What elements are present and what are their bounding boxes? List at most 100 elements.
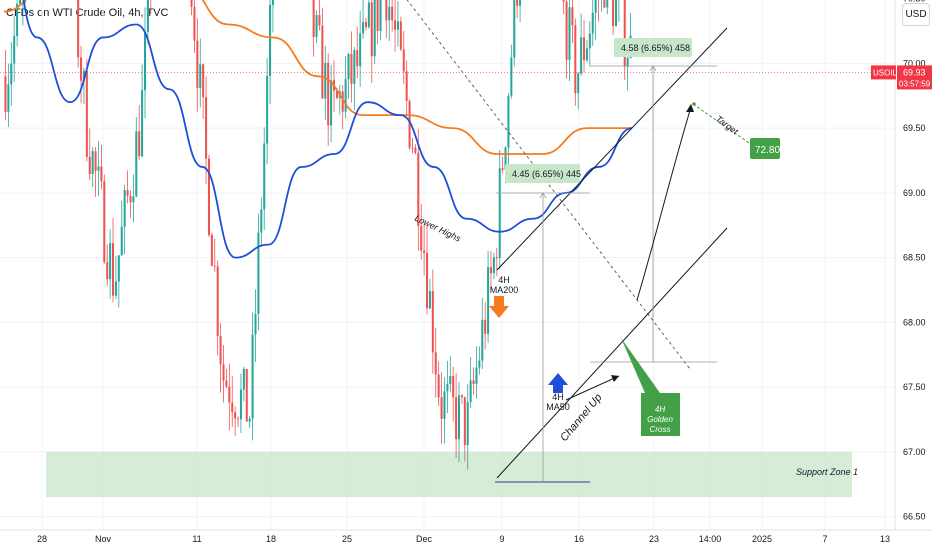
candle-up bbox=[91, 151, 94, 175]
measure-1-label: 4.45 (6.65%) 445 bbox=[512, 169, 581, 179]
candle-up bbox=[132, 196, 135, 203]
candle-up bbox=[388, 6, 391, 21]
candle-up bbox=[475, 367, 478, 384]
candle-down bbox=[193, 6, 196, 41]
candle-up bbox=[315, 15, 318, 37]
price-tick: 66.50 bbox=[903, 512, 926, 522]
candle-down bbox=[420, 225, 423, 251]
candle-up bbox=[443, 391, 446, 419]
candle-down bbox=[341, 91, 344, 112]
last-price-timer: 03:57:59 bbox=[899, 79, 931, 88]
support-zone-label: Support Zone 1 bbox=[796, 467, 858, 477]
candle-down bbox=[603, 0, 606, 8]
golden-cross-box bbox=[621, 338, 680, 436]
price-tick: 69.50 bbox=[903, 123, 926, 133]
candle-up bbox=[498, 168, 501, 259]
candle-up bbox=[580, 37, 583, 74]
candle-down bbox=[434, 352, 437, 375]
candle-down bbox=[452, 376, 455, 398]
symbol-label: USOIL bbox=[873, 68, 898, 77]
candle-up bbox=[585, 48, 588, 61]
candle-up bbox=[362, 22, 365, 34]
target-value: 72.80 bbox=[755, 145, 780, 156]
candle-up bbox=[97, 166, 100, 171]
measure-2-label: 4.58 (6.65%) 458 bbox=[621, 43, 690, 53]
candle-up bbox=[114, 281, 117, 296]
candle-up bbox=[519, 0, 522, 6]
candle-down bbox=[391, 6, 394, 21]
target-point bbox=[692, 102, 696, 106]
time-tick: Dec bbox=[416, 534, 433, 544]
candle-down bbox=[245, 368, 248, 422]
measure-2-arrow bbox=[649, 65, 657, 72]
candle-up bbox=[568, 7, 571, 60]
candle-down bbox=[213, 265, 216, 267]
zones-layer: Support Zone 1 bbox=[46, 451, 858, 498]
candle-up bbox=[507, 95, 510, 148]
candle-down bbox=[190, 0, 193, 7]
golden-cross-label: Cross bbox=[650, 425, 671, 434]
time-tick: 2025 bbox=[752, 534, 772, 544]
projection-curve bbox=[636, 106, 692, 301]
candle-up bbox=[457, 395, 461, 440]
candle-down bbox=[77, 0, 80, 58]
candle-up bbox=[594, 0, 597, 13]
candle-down bbox=[80, 57, 83, 81]
candle-down bbox=[370, 2, 373, 57]
candle-up bbox=[109, 243, 112, 280]
candle-up bbox=[257, 232, 260, 314]
candle-down bbox=[455, 397, 458, 440]
candle-down bbox=[402, 49, 405, 72]
golden-cross-label: Golden bbox=[647, 415, 673, 424]
candle-down bbox=[417, 152, 420, 226]
candle-down bbox=[222, 364, 225, 381]
candle-down bbox=[112, 243, 115, 296]
candle-down bbox=[399, 21, 402, 50]
candle-down bbox=[318, 15, 321, 26]
candle-up bbox=[428, 291, 431, 309]
candle-up bbox=[513, 0, 516, 58]
candle-down bbox=[327, 62, 330, 126]
candle-up bbox=[614, 0, 618, 27]
channel-arrow bbox=[565, 375, 620, 401]
candle-down bbox=[501, 168, 504, 170]
projection-arrow-head bbox=[686, 104, 694, 112]
candle-up bbox=[82, 70, 85, 81]
candle-down bbox=[225, 380, 228, 387]
price-tick: 68.50 bbox=[903, 253, 926, 263]
candle-up bbox=[481, 319, 484, 361]
candle-down bbox=[574, 25, 577, 94]
candle-up bbox=[478, 360, 481, 368]
moving-averages-layer bbox=[3, 0, 633, 259]
time-tick: 16 bbox=[574, 534, 584, 544]
candle-down bbox=[489, 267, 493, 274]
candle-down bbox=[335, 90, 338, 99]
candle-down bbox=[472, 380, 475, 384]
price-tick: 69.00 bbox=[903, 188, 926, 198]
candle-down bbox=[228, 386, 231, 403]
ma200-label: MA200 bbox=[490, 285, 519, 295]
currency-button[interactable]: USD bbox=[902, 3, 930, 26]
candles-layer bbox=[4, 0, 632, 470]
candle-up bbox=[353, 50, 356, 84]
candle-down bbox=[426, 252, 429, 309]
measure-2-box bbox=[614, 38, 692, 57]
target-label: Target bbox=[714, 114, 741, 137]
candle-up bbox=[379, 0, 382, 31]
price-tick: 68.00 bbox=[903, 317, 926, 327]
price-tick: 70.00 bbox=[903, 58, 926, 68]
candle-down bbox=[219, 336, 222, 365]
candle-up bbox=[239, 389, 242, 420]
candle-down bbox=[484, 319, 487, 334]
channel-up-label: Channel Up bbox=[558, 392, 605, 444]
candle-down bbox=[571, 7, 574, 26]
ma200-line bbox=[3, 0, 632, 155]
candle-up bbox=[16, 3, 19, 36]
candle-up bbox=[591, 12, 594, 34]
time-tick: 14:00 bbox=[699, 534, 722, 544]
candle-up bbox=[263, 143, 266, 210]
support-zone bbox=[46, 451, 852, 498]
candle-down bbox=[565, 1, 568, 60]
